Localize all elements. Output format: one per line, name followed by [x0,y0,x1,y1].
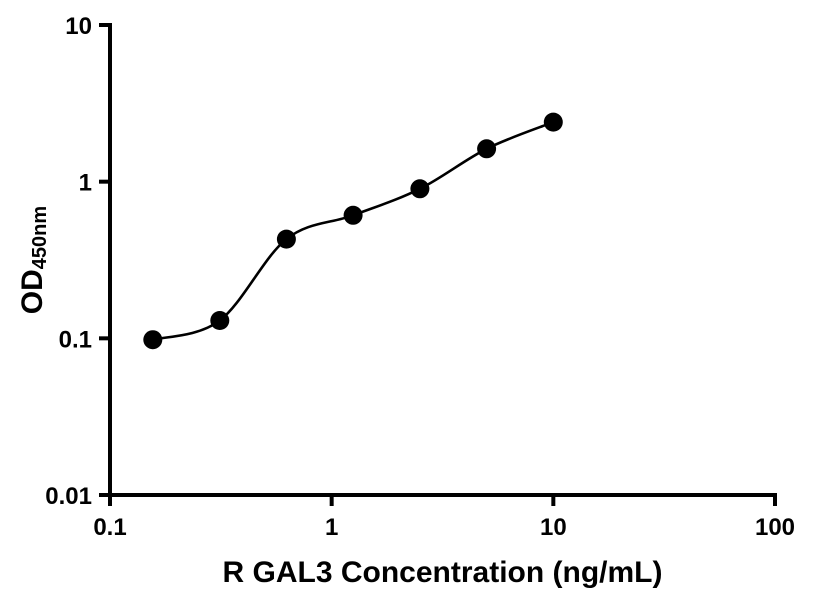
data-point-marker [410,179,430,199]
y-tick-label: 1 [79,170,92,197]
y-tick-label: 10 [65,13,92,40]
data-point-marker [210,311,230,330]
x-axis-title: R GAL3 Concentration (ng/mL) [222,556,663,589]
x-tick-label: 0.1 [93,514,126,541]
data-point-marker [477,139,497,159]
y-axis-title-main: OD [16,269,49,315]
data-point-marker [276,229,296,249]
y-tick-label: 0.01 [45,483,92,510]
x-tick-label: 1 [325,514,338,541]
x-tick-label: 10 [540,514,567,541]
data-point-marker [143,330,163,350]
axis-frame [108,23,777,497]
y-axis-title: OD450nm [16,205,51,315]
y-tick-label: 0.1 [59,326,92,353]
data-point-marker [543,112,563,132]
x-tick-label: 100 [755,514,795,541]
data-point-marker [343,205,363,225]
y-axis-title-subscript: 450nm [29,205,51,270]
